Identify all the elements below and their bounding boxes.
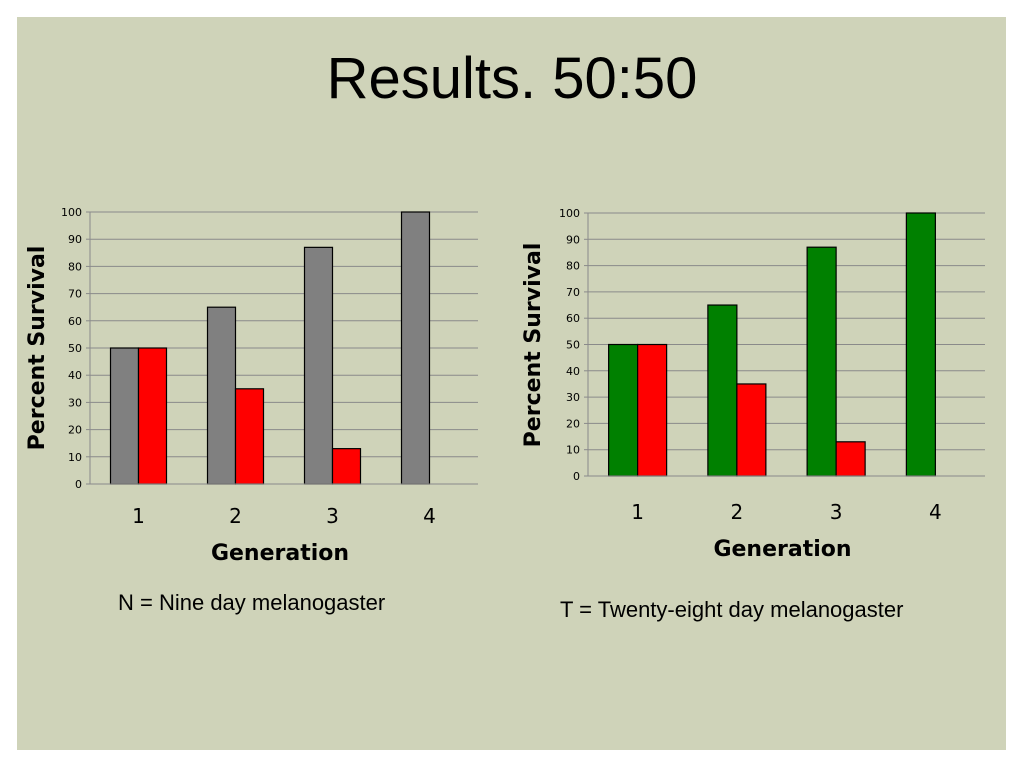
bar-series-1-gen-4 [905, 212, 936, 477]
y-tick-label: 30 [566, 391, 580, 404]
y-tick-label: 50 [566, 339, 580, 352]
y-tick-label: 0 [573, 470, 580, 483]
y-tick-label: 10 [68, 451, 82, 464]
x-category-label: 1 [132, 504, 145, 528]
x-category-label: 3 [326, 504, 339, 528]
y-tick-label: 30 [68, 396, 82, 409]
bar-series-1-gen-2 [707, 304, 738, 477]
x-category-label: 4 [423, 504, 436, 528]
y-axis-title: Percent Survival [521, 243, 546, 448]
y-tick-label: 80 [68, 260, 82, 273]
slide-title: Results. 50:50 [326, 46, 698, 111]
bar-series-1-gen-1 [608, 343, 639, 477]
y-tick-label: 40 [68, 369, 82, 382]
x-category-label: 2 [229, 504, 242, 528]
x-category-label: 2 [731, 500, 744, 524]
y-tick-label: 0 [75, 478, 82, 491]
x-category-label: 1 [631, 500, 644, 524]
y-tick-label: 20 [68, 424, 82, 437]
y-tick-label: 80 [566, 260, 580, 273]
bar-series-2-gen-1 [137, 347, 168, 485]
bar-series-2-gen-1 [637, 343, 668, 477]
bar-series-2-gen-3 [835, 441, 866, 477]
y-tick-label: 70 [566, 286, 580, 299]
bar-series-2-gen-2 [736, 383, 767, 477]
y-tick-label: 60 [68, 315, 82, 328]
x-axis-title: Generation [211, 541, 349, 566]
slide-background [17, 17, 1006, 750]
y-tick-label: 60 [566, 312, 580, 325]
x-category-label: 4 [929, 500, 942, 524]
y-tick-label: 100 [61, 206, 82, 219]
y-tick-label: 90 [68, 233, 82, 246]
bar-series-1-gen-2 [206, 306, 237, 485]
bar-series-1-gen-3 [303, 246, 334, 485]
y-axis-title: Percent Survival [25, 246, 50, 451]
caption-nine-day: N = Nine day melanogaster [118, 590, 386, 615]
y-tick-label: 50 [68, 342, 82, 355]
caption-twenty-eight-day: T = Twenty-eight day melanogaster [560, 597, 904, 622]
y-tick-label: 100 [559, 207, 580, 220]
y-tick-label: 10 [566, 444, 580, 457]
y-tick-label: 70 [68, 288, 82, 301]
x-axis-title: Generation [713, 537, 851, 562]
bar-series-1-gen-3 [806, 246, 837, 477]
x-category-label: 3 [830, 500, 843, 524]
bar-series-2-gen-3 [331, 448, 362, 485]
y-tick-label: 20 [566, 417, 580, 430]
y-tick-label: 40 [566, 365, 580, 378]
bar-series-1-gen-4 [400, 211, 431, 485]
y-tick-label: 90 [566, 233, 580, 246]
